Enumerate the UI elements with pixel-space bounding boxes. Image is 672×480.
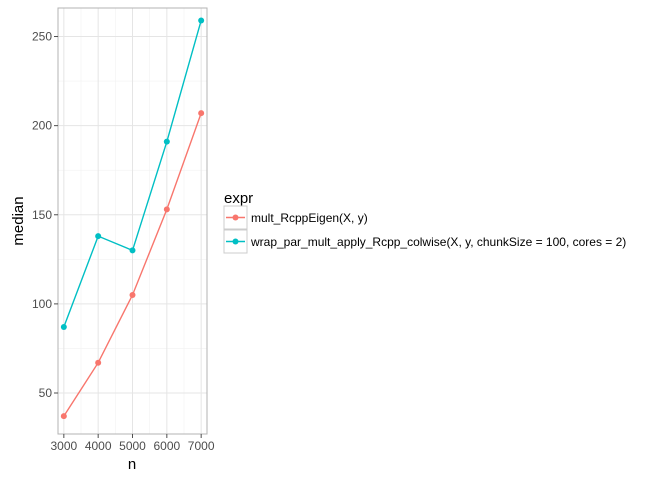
- data-point-series-2: [129, 247, 136, 254]
- legend: expr mult_RcppEigen(X, y) wrap_par_mult_a…: [223, 190, 626, 254]
- data-point-series-2: [95, 233, 102, 240]
- x-axis-ticks: 3000 4000 5000 6000 7000: [50, 434, 215, 453]
- y-tick-label: 150: [32, 208, 52, 222]
- y-tick-label: 50: [39, 386, 53, 400]
- data-point-series-1: [95, 359, 102, 366]
- x-tick-label: 3000: [50, 439, 77, 453]
- y-axis-title: median: [10, 196, 27, 245]
- data-point-series-1: [198, 110, 205, 117]
- legend-items: mult_RcppEigen(X, y) wrap_par_mult_apply_…: [223, 205, 626, 254]
- legend-label: wrap_par_mult_apply_Rcpp_colwise(X, y, c…: [250, 235, 626, 249]
- x-tick-label: 6000: [153, 439, 180, 453]
- data-point-series-2: [163, 138, 170, 145]
- x-tick-label: 4000: [85, 439, 112, 453]
- data-point-series-2: [198, 17, 205, 24]
- legend-label: mult_RcppEigen(X, y): [251, 211, 368, 225]
- series-layer: [60, 17, 205, 420]
- x-axis-title: n: [128, 456, 136, 473]
- legend-key-point: [232, 238, 239, 245]
- data-point-series-2: [60, 324, 67, 331]
- data-point-series-1: [60, 413, 67, 420]
- data-point-series-1: [163, 206, 170, 213]
- data-point-series-1: [129, 291, 136, 298]
- x-tick-label: 7000: [188, 439, 215, 453]
- y-tick-label: 200: [32, 119, 52, 133]
- legend-key-point: [232, 214, 239, 221]
- x-tick-label: 5000: [119, 439, 146, 453]
- y-tick-label: 250: [32, 30, 52, 44]
- legend-title: expr: [224, 190, 253, 207]
- y-axis-ticks: 50 100 150 200 250: [32, 30, 58, 400]
- y-tick-label: 100: [32, 297, 52, 311]
